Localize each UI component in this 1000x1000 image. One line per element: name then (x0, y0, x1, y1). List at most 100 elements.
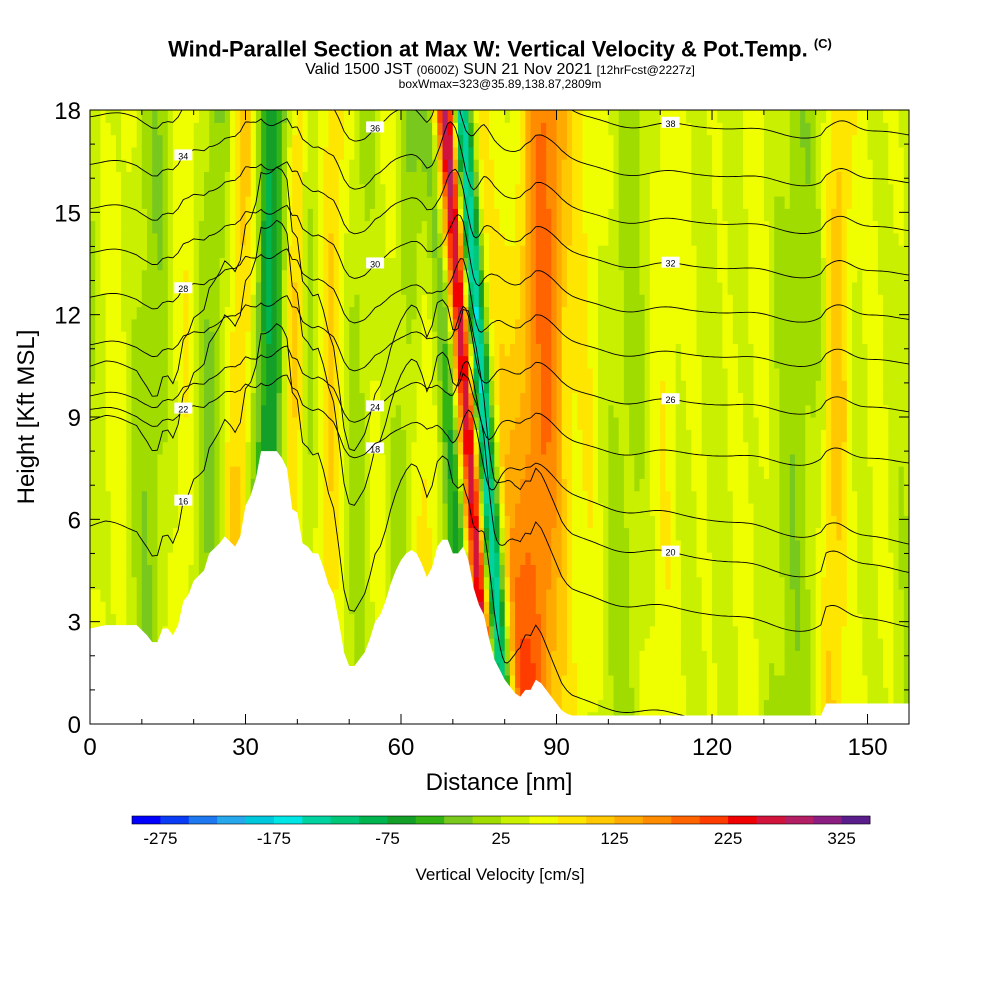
velocity-cell (136, 503, 143, 516)
velocity-cell (152, 417, 158, 430)
velocity-cell (323, 441, 330, 455)
velocity-cell (338, 343, 345, 357)
velocity-cell (483, 134, 490, 148)
velocity-cell (307, 281, 314, 295)
velocity-cell (193, 110, 200, 111)
velocity-cell (245, 171, 252, 185)
velocity-cell (463, 429, 469, 443)
velocity-cell (520, 257, 526, 271)
velocity-cell (551, 294, 558, 308)
velocity-cell (566, 220, 573, 234)
velocity-cell (255, 146, 262, 160)
velocity-cell (520, 281, 526, 295)
velocity-cell (421, 343, 428, 357)
velocity-cell (188, 110, 195, 123)
velocity-cell (452, 417, 459, 430)
velocity-cell (105, 564, 112, 578)
velocity-cell (219, 306, 226, 320)
velocity-cell (105, 257, 112, 271)
velocity-cell (224, 269, 231, 283)
velocity-cell (592, 564, 599, 578)
velocity-cell (556, 110, 563, 123)
velocity-cell (541, 638, 547, 651)
velocity-cell (312, 110, 319, 111)
velocity-cell (167, 122, 174, 136)
velocity-cell (426, 257, 433, 271)
velocity-cell (276, 269, 283, 283)
velocity-cell (447, 183, 454, 197)
velocity-cell (582, 146, 589, 160)
velocity-cell (318, 146, 324, 160)
velocity-cell (115, 367, 122, 381)
velocity-cell (426, 355, 433, 369)
velocity-cell (546, 527, 552, 541)
velocity-cell (349, 134, 355, 148)
velocity-cell (131, 441, 138, 455)
velocity-cell (162, 392, 169, 406)
velocity-cell (416, 552, 423, 565)
velocity-cell (359, 466, 366, 479)
velocity-cell (411, 257, 418, 271)
velocity-cell (261, 367, 267, 381)
velocity-cell (442, 404, 449, 418)
velocity-cell (592, 478, 599, 492)
velocity-cell (359, 245, 366, 258)
velocity-cell (577, 527, 584, 541)
velocity-cell (572, 257, 578, 271)
velocity-cell (515, 441, 521, 455)
velocity-cell (121, 367, 127, 381)
velocity-cell (312, 417, 319, 430)
velocity-cell (178, 294, 184, 308)
velocity-cell (240, 281, 247, 295)
velocity-cell (307, 490, 314, 504)
velocity-cell (437, 269, 444, 283)
velocity-cell (266, 171, 272, 185)
velocity-cell (556, 453, 563, 467)
velocity-cell (312, 367, 319, 381)
velocity-cell (437, 122, 444, 136)
velocity-cell (369, 466, 376, 479)
velocity-cell (509, 404, 516, 418)
velocity-cell (333, 208, 340, 222)
velocity-cell (509, 539, 516, 553)
velocity-cell (333, 232, 340, 246)
velocity-cell (95, 306, 101, 320)
velocity-cell (338, 232, 345, 246)
velocity-cell (561, 441, 568, 455)
velocity-cell (271, 159, 278, 172)
velocity-cell (266, 208, 272, 222)
velocity-cell (520, 331, 526, 344)
velocity-cell (141, 392, 148, 406)
velocity-cell (395, 110, 402, 111)
velocity-cell (328, 576, 335, 590)
velocity-cell (126, 110, 133, 123)
velocity-cell (385, 466, 392, 479)
velocity-cell (136, 539, 143, 553)
velocity-cell (333, 331, 340, 344)
velocity-cell (131, 122, 138, 136)
velocity-cell (463, 539, 469, 553)
velocity-cell (292, 490, 298, 504)
velocity-cell (230, 490, 236, 504)
velocity-cell (509, 257, 516, 271)
velocity-cell (364, 367, 371, 381)
velocity-cell (385, 392, 392, 406)
velocity-cell (287, 318, 293, 332)
velocity-cell (287, 441, 293, 455)
velocity-cell (219, 466, 226, 479)
velocity-cell (426, 134, 433, 148)
velocity-cell (281, 196, 288, 209)
velocity-cell (504, 367, 511, 381)
velocity-cell (499, 588, 506, 602)
velocity-cell (250, 453, 257, 467)
velocity-cell (167, 441, 174, 455)
velocity-cell (344, 601, 350, 615)
velocity-cell (172, 208, 179, 222)
velocity-cell (167, 355, 174, 369)
velocity-cell (307, 171, 314, 185)
velocity-cell (494, 515, 501, 529)
velocity-cell (401, 220, 407, 234)
velocity-cell (204, 478, 210, 492)
velocity-cell (338, 245, 345, 258)
velocity-cell (577, 625, 584, 639)
